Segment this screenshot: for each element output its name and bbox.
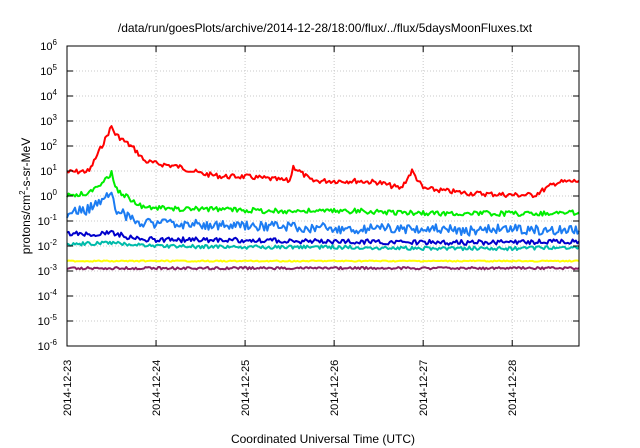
- y-label-sup: 2: [18, 190, 27, 195]
- series-line-1: [66, 125, 580, 199]
- series-line-4: [66, 229, 580, 246]
- x-tick-label: 2014-12-28: [507, 360, 519, 416]
- y-tick-label: 10-4: [38, 288, 58, 303]
- y-tick-label: 102: [40, 138, 57, 153]
- y-axis: 10-6 10-5 10-4 10-3 10-2 10-1 100 101 102 103 104 1…: [38, 38, 579, 353]
- y-tick-label: 106: [40, 38, 57, 53]
- x-axis: 2014-12-23 2014-12-24 2014-12-25 2014-12-26…: [62, 46, 519, 416]
- x-tick-label: 2014-12-25: [240, 360, 252, 416]
- y-tick-label: 100: [40, 188, 57, 203]
- series-line-6: [66, 259, 580, 263]
- y-tick-label: 10-6: [38, 338, 58, 353]
- y-tick-label: 10-5: [38, 313, 58, 328]
- grid: [67, 46, 579, 346]
- y-tick-label: 101: [40, 163, 57, 178]
- y-tick-label: 10-2: [38, 238, 58, 253]
- y-tick-label: 10-1: [38, 213, 58, 228]
- x-tick-label: 2014-12-23: [62, 360, 74, 416]
- series-line-3: [66, 191, 580, 237]
- y-tick-label: 103: [40, 113, 57, 128]
- y-label-pre: protons/cm: [19, 195, 33, 254]
- y-axis-label: protons/cm2-s-sr-MeV: [18, 138, 33, 254]
- x-tick-label: 2014-12-24: [151, 360, 163, 416]
- series-line-2: [66, 170, 580, 217]
- series-line-7: [66, 266, 580, 271]
- series-line-5: [66, 240, 580, 252]
- y-tick-label: 104: [40, 88, 57, 103]
- y-tick-label: 105: [40, 63, 57, 78]
- y-tick-label: 10-3: [38, 263, 58, 278]
- x-tick-label: 2014-12-26: [329, 360, 341, 416]
- x-axis-label: Coordinated Universal Time (UTC): [231, 432, 415, 446]
- series-group: [66, 125, 580, 271]
- chart-title: /data/run/goesPlots/archive/2014-12-28/1…: [118, 21, 533, 35]
- y-label-post: -s-sr-MeV: [19, 138, 33, 191]
- x-tick-label: 2014-12-27: [418, 360, 430, 416]
